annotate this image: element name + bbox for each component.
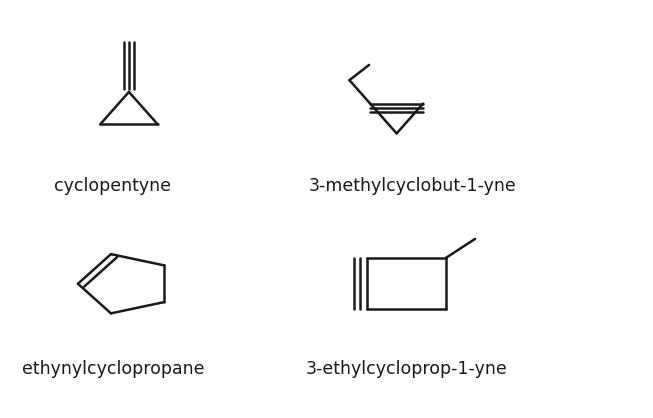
Text: 3-methylcyclobut-1-yne: 3-methylcyclobut-1-yne	[309, 177, 517, 195]
Text: 3-ethylcycloprop-1-yne: 3-ethylcycloprop-1-yne	[306, 360, 507, 378]
Text: ethynylcyclopropane: ethynylcyclopropane	[22, 360, 204, 378]
Text: cyclopentyne: cyclopentyne	[54, 177, 172, 195]
